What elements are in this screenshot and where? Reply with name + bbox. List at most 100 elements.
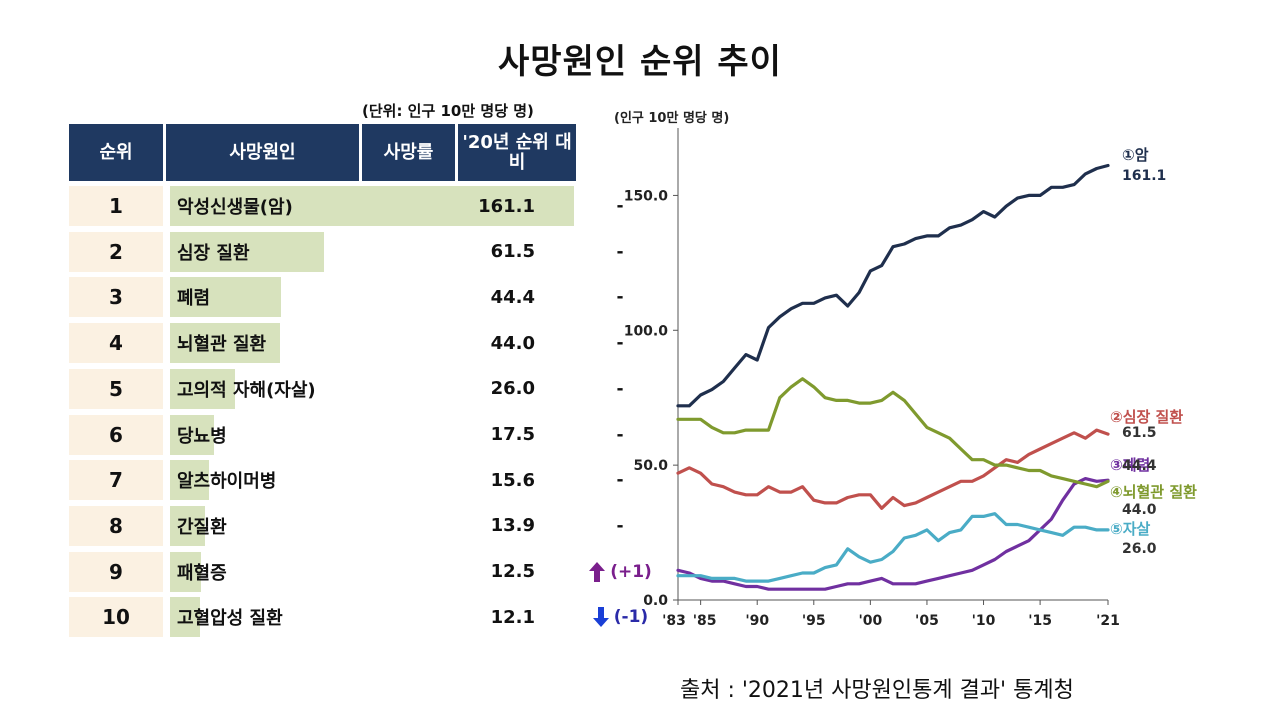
x-tick-label: '10	[972, 613, 996, 629]
rate-bar	[170, 368, 236, 409]
rank-change: -	[565, 323, 675, 363]
series-line	[676, 163, 1110, 408]
rate-value: 12.1	[490, 606, 535, 628]
rate-value: 17.5	[490, 424, 535, 445]
series-end-value: 26.0	[1122, 541, 1157, 557]
rank-change: -	[565, 506, 675, 546]
arrow-down-icon	[592, 607, 609, 628]
table-row: 4 뇌혈관 질환 44.0 -	[69, 323, 624, 364]
cause-label: 알츠하이머병	[177, 471, 277, 493]
rate-bar	[170, 597, 201, 638]
rate-value: 15.6	[490, 469, 535, 491]
rank-cell: 1	[69, 186, 163, 226]
rate-value: 13.9	[490, 515, 535, 537]
table-row: 6 당뇨병 17.5 -	[69, 414, 624, 455]
rank-change-text: -	[616, 515, 624, 536]
cause-label: 폐렴	[177, 288, 211, 310]
series-line	[676, 512, 1110, 583]
cause-label: 패혈증	[177, 562, 227, 584]
rate-bar	[170, 414, 214, 455]
cause-cell: 심장 질환 61.5 -	[170, 231, 624, 272]
y-tick-label: 150.0	[624, 188, 669, 204]
rate-value: 161.1	[478, 195, 535, 217]
table-row: 7 알츠하이머병 15.6 -	[69, 460, 624, 501]
rank-change: -	[565, 460, 675, 500]
rank-change: (-1)	[565, 597, 675, 637]
rate-value: 12.5	[490, 561, 535, 583]
header-rank: 순위	[69, 124, 163, 181]
trend-line-chart: (인구 10만 명당 명) 0.0 50.0 100.0 150.0 '83 '85 '90 '…	[614, 110, 1197, 629]
x-tick-label: '05	[915, 613, 939, 629]
table-row: 1 악성신생물(암) 161.1 -	[69, 186, 624, 226]
rank-cell: 7	[69, 460, 163, 501]
rank-change: -	[565, 232, 675, 272]
series-end-value: 161.1	[1122, 168, 1166, 184]
rank-cell: 4	[69, 323, 163, 364]
rank-cell: 10	[69, 597, 163, 638]
cause-label: 악성신생물(암)	[177, 197, 293, 218]
rank-change-text: -	[616, 196, 624, 216]
series-label: ③폐렴	[1110, 456, 1150, 474]
cause-cell: 악성신생물(암) 161.1 -	[170, 186, 624, 226]
rank-change-text: -	[616, 241, 624, 262]
series-end-value: 61.5	[1122, 425, 1157, 441]
rank-cell: 9	[69, 551, 163, 592]
y-tick-label: 50.0	[633, 458, 668, 474]
series-label: ②심장 질환	[1110, 408, 1183, 426]
table-row: 8 간질환 13.9 -	[69, 505, 624, 546]
rate-bar	[170, 551, 202, 592]
source-note: 출처 : '2021년 사망원인통계 결과' 통계청	[680, 678, 1074, 703]
header-cause: 사망원인	[166, 124, 359, 181]
series-line	[676, 477, 1110, 591]
series-line	[676, 428, 1110, 510]
series-end-value: 44.0	[1122, 502, 1157, 518]
table-row: 5 고의적 자해(자살) 26.0 -	[69, 368, 624, 409]
cause-cell: 알츠하이머병 15.6 -	[170, 460, 624, 501]
rank-change: -	[565, 186, 675, 226]
cause-label: 고혈압성 질환	[177, 608, 283, 630]
x-tick-label: '21	[1096, 613, 1120, 629]
cause-cell: 고의적 자해(자살) 26.0 -	[170, 368, 624, 409]
header-rate: 사망률	[362, 124, 455, 181]
x-tick-label: '00	[858, 613, 882, 629]
series-label: ①암	[1122, 146, 1149, 164]
cause-cell: 당뇨병 17.5 -	[170, 414, 624, 455]
x-tick-label: '83	[662, 613, 686, 629]
rank-cell: 5	[69, 368, 163, 409]
rank-change-text: (-1)	[613, 607, 649, 628]
series-label: ④뇌혈관 질환	[1110, 483, 1197, 501]
table-unit-label: (단위: 인구 10만 명당 명)	[362, 102, 534, 120]
table-row: 3 폐렴 44.4 -	[69, 277, 624, 318]
x-tick-label: '95	[802, 613, 826, 629]
y-axis-label: (인구 10만 명당 명)	[614, 110, 729, 126]
cause-label: 뇌혈관 질환	[177, 334, 267, 356]
rate-value: 44.4	[490, 286, 535, 308]
rank-cell: 8	[69, 505, 163, 546]
rank-change-text: -	[616, 424, 624, 445]
rate-value: 26.0	[490, 378, 535, 400]
series-line	[676, 377, 1110, 489]
cause-label: 당뇨병	[177, 425, 227, 447]
cause-cell: 고혈압성 질환 12.1 (-1)	[170, 597, 648, 638]
y-tick-label: 100.0	[624, 323, 669, 339]
cause-cell: 폐렴 44.4 -	[170, 277, 624, 318]
series-end-value: 44.4	[1122, 458, 1157, 474]
cause-cell: 간질환 13.9 -	[170, 505, 624, 546]
rate-bar	[170, 323, 281, 364]
rank-change-text: -	[616, 470, 624, 491]
cause-label: 심장 질환	[177, 242, 250, 264]
rank-change: (+1)	[565, 552, 675, 592]
table-row: 10 고혈압성 질환 12.1 (-1)	[69, 597, 648, 638]
series-label: ⑤자살	[1110, 520, 1151, 538]
x-tick-label: '85	[693, 613, 717, 629]
arrow-up-icon	[589, 561, 606, 582]
rank-cell: 3	[69, 277, 163, 318]
x-tick-label: '90	[745, 613, 769, 629]
rank-change: -	[565, 369, 675, 409]
table-row: 2 심장 질환 61.5 -	[69, 231, 624, 272]
rank-change-text: -	[616, 287, 624, 308]
rank-change-text: -	[616, 378, 624, 399]
rate-bar	[170, 277, 282, 318]
header-change: '20년 순위 대비	[458, 124, 576, 181]
rate-bar	[170, 231, 325, 272]
